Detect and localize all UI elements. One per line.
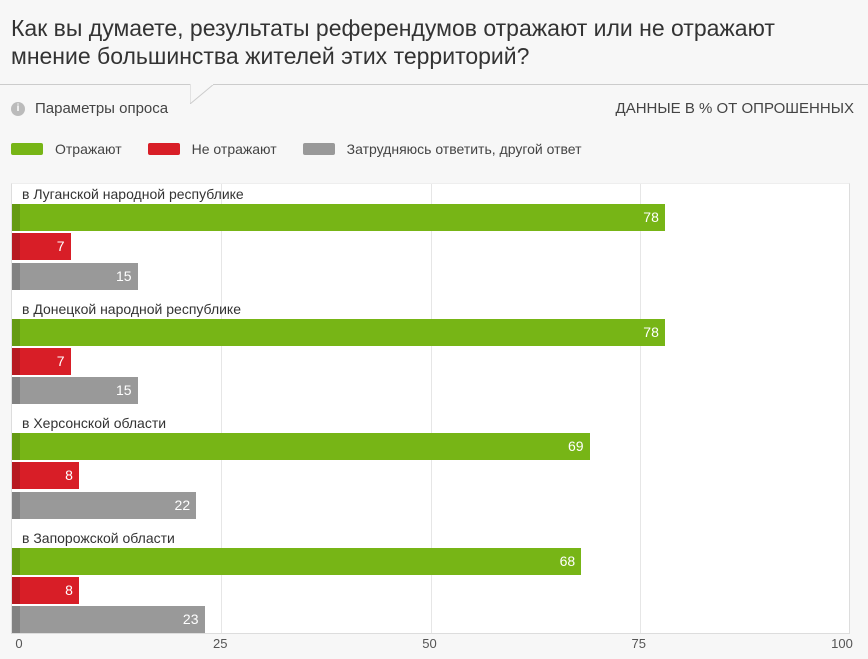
legend-swatch xyxy=(302,143,335,155)
legend-label: Затрудняюсь ответить, другой ответ xyxy=(346,141,582,157)
x-tick-label: 100 xyxy=(831,636,853,651)
legend-swatch xyxy=(11,143,43,155)
info-icon: i xyxy=(11,101,25,116)
category-label: в Запорожской области xyxy=(22,529,175,546)
callout-notch xyxy=(190,84,214,104)
gridline xyxy=(221,184,223,633)
bar[interactable]: 8 xyxy=(12,576,79,604)
legend-item[interactable]: Не отражают xyxy=(147,141,277,157)
bar[interactable]: 68 xyxy=(12,547,582,575)
category-label: в Донецкой народной республике xyxy=(22,300,242,317)
legend-swatch xyxy=(147,143,180,155)
bar[interactable]: 15 xyxy=(12,377,138,405)
legend-item[interactable]: Затрудняюсь ответить, другой ответ xyxy=(302,141,582,157)
x-tick-label: 75 xyxy=(631,636,646,651)
gridline xyxy=(430,184,432,633)
bar[interactable]: 78 xyxy=(12,318,665,346)
category-label: в Херсонской области xyxy=(22,415,167,431)
bar[interactable]: 8 xyxy=(12,462,79,490)
bar[interactable]: 69 xyxy=(12,433,590,460)
bar[interactable]: 15 xyxy=(12,262,138,290)
legend-item[interactable]: Отражают xyxy=(11,141,122,157)
gridline xyxy=(639,184,641,633)
survey-params-label: Параметры опроса xyxy=(35,100,169,117)
x-tick-label: 0 xyxy=(15,636,23,651)
bar[interactable]: 22 xyxy=(12,491,197,519)
legend-label: Отражают xyxy=(55,141,122,157)
survey-params-toggle[interactable]: i Параметры опроса xyxy=(11,100,168,117)
units-label: ДАННЫЕ В % ОТ ОПРОШЕННЫХ xyxy=(615,100,854,117)
legend-label: Не отражают xyxy=(191,141,277,157)
category-label: в Луганской народной республике xyxy=(22,186,244,202)
x-tick-label: 50 xyxy=(422,636,437,651)
legend: Отражают Не отражают Затрудняюсь ответить,… xyxy=(11,141,608,157)
divider xyxy=(0,84,868,85)
bar[interactable]: 78 xyxy=(12,204,665,231)
plot-area: в Луганской народной республике 78 7 15 в До… xyxy=(11,183,850,634)
bar[interactable]: 7 xyxy=(12,233,71,261)
bar[interactable]: 7 xyxy=(12,347,71,375)
x-tick-label: 25 xyxy=(213,636,228,651)
chart-title: Как вы думаете, результаты референдумов … xyxy=(11,15,775,69)
bar[interactable]: 23 xyxy=(12,606,205,634)
